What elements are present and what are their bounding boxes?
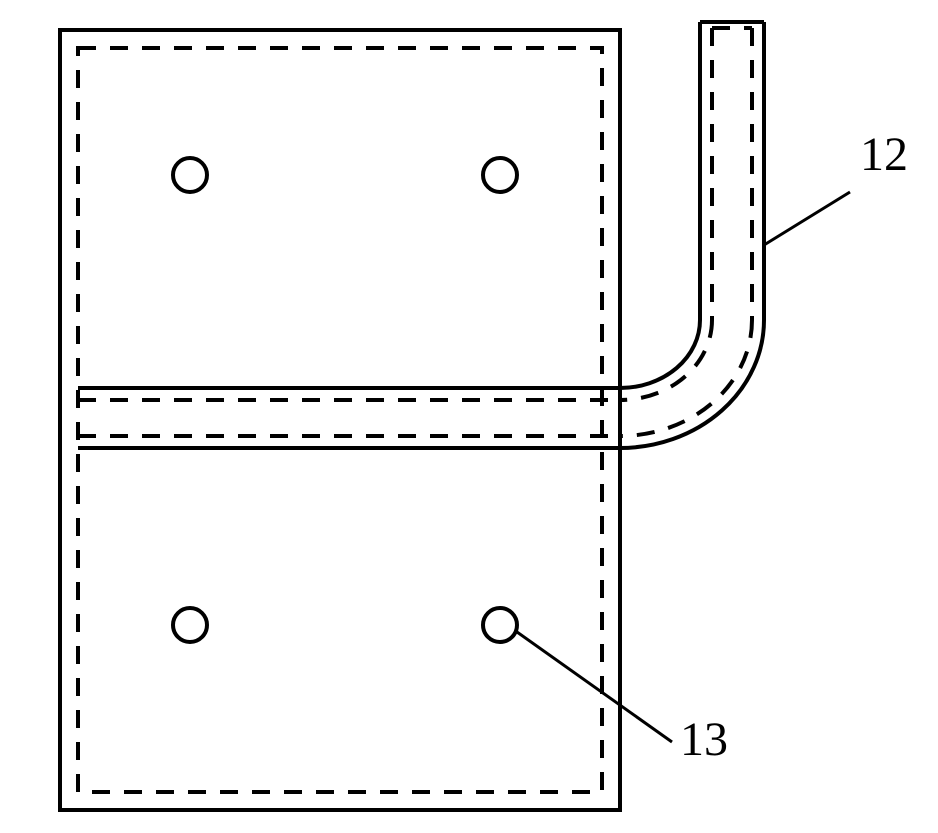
mounting-hole [483,608,517,642]
mounting-hole [483,158,517,192]
mounting-hole [173,608,207,642]
body-outline [60,30,620,810]
engineering-diagram [0,0,938,833]
hidden-lines [78,28,752,792]
callout-leaders [517,192,850,742]
solid-lines [60,22,764,810]
mounting-hole [173,158,207,192]
callout-leader-13 [517,632,672,742]
callout-leader-12 [764,192,850,245]
callout-label-12: 12 [860,127,908,182]
callout-label-13: 13 [680,712,728,767]
